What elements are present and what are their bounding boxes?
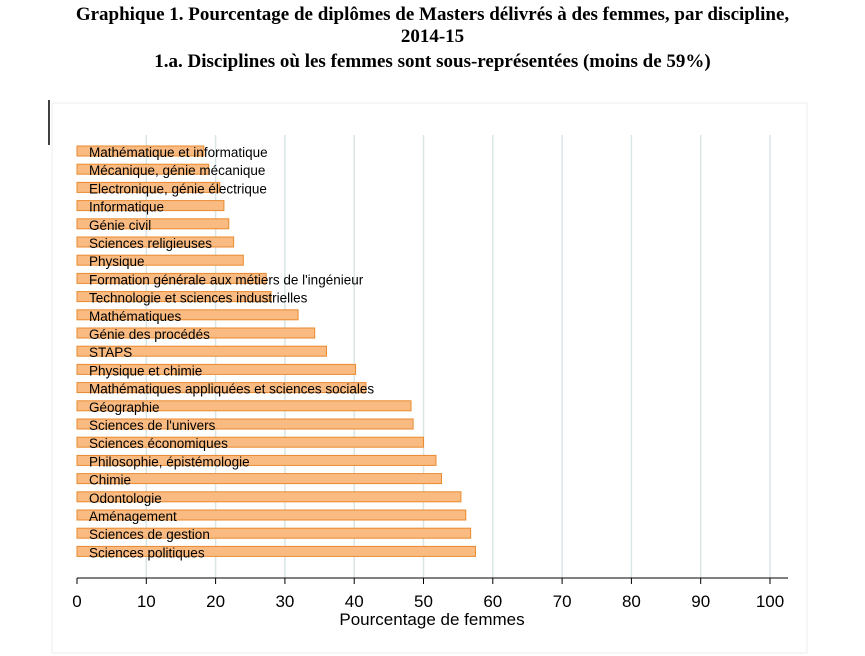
category-label: Informatique bbox=[89, 200, 164, 215]
category-label: STAPS bbox=[89, 345, 132, 360]
x-tick-label: 100 bbox=[756, 592, 784, 611]
bar bbox=[76, 145, 205, 157]
bar bbox=[76, 382, 367, 394]
x-axis-label: Pourcentage de femmes bbox=[339, 610, 524, 629]
category-label: Odontologie bbox=[89, 491, 162, 506]
x-tick-label: 30 bbox=[275, 592, 294, 611]
x-tick-label: 80 bbox=[622, 592, 641, 611]
category-label: Philosophie, épistémologie bbox=[89, 454, 250, 469]
category-label: Formation générale aux métiers de l'ingé… bbox=[89, 272, 364, 287]
category-label: Sciences de gestion bbox=[89, 527, 210, 542]
bar bbox=[76, 218, 230, 230]
x-tick-label: 10 bbox=[137, 592, 156, 611]
bar bbox=[76, 272, 267, 284]
x-tick-label: 40 bbox=[345, 592, 364, 611]
bar bbox=[76, 363, 357, 375]
category-label: Mathématique et informatique bbox=[89, 145, 268, 160]
plot-background bbox=[51, 102, 808, 654]
category-label: Sciences religieuses bbox=[89, 236, 212, 251]
bar bbox=[76, 509, 467, 521]
x-tick-label: 20 bbox=[206, 592, 225, 611]
x-tick-label: 90 bbox=[691, 592, 710, 611]
category-label: Chimie bbox=[89, 473, 131, 488]
bar bbox=[76, 254, 244, 266]
bar bbox=[76, 181, 221, 193]
bar bbox=[76, 309, 299, 321]
bar bbox=[76, 327, 316, 339]
category-label: Génie civil bbox=[89, 218, 151, 233]
category-label: Sciences économiques bbox=[89, 436, 228, 451]
bar bbox=[76, 345, 327, 357]
bar bbox=[76, 400, 412, 412]
category-labels: Mathématique et informatique Mécanique, g… bbox=[89, 145, 374, 560]
bar bbox=[76, 163, 210, 175]
chart-subtitle: 1.a. Disciplines où les femmes sont sous… bbox=[154, 51, 711, 72]
category-label: Electronique, génie électrique bbox=[89, 181, 267, 196]
bar bbox=[76, 418, 414, 430]
x-tick-label: 60 bbox=[483, 592, 502, 611]
bars bbox=[76, 145, 476, 557]
x-tick-label: 50 bbox=[414, 592, 433, 611]
x-tick-label: 70 bbox=[553, 592, 572, 611]
bar bbox=[76, 491, 462, 503]
category-label: Mathématiques bbox=[89, 309, 182, 324]
chart-title-year: 2014-15 bbox=[400, 26, 465, 47]
category-label: Physique et chimie bbox=[89, 363, 202, 378]
category-label: Sciences de l'univers bbox=[89, 418, 216, 433]
category-label: Technologie et sciences industrielles bbox=[89, 291, 308, 306]
category-label: Sciences politiques bbox=[89, 545, 205, 560]
x-axis: 0 10 20 30 40 50 60 70 80 90 100 bbox=[72, 577, 788, 611]
bar bbox=[76, 454, 437, 466]
bar bbox=[76, 436, 424, 448]
bar bbox=[76, 291, 272, 303]
chart-title: Graphique 1. Pourcentage de diplômes de … bbox=[75, 4, 790, 25]
bar bbox=[76, 473, 443, 485]
category-label: Génie des procédés bbox=[89, 327, 210, 342]
bar bbox=[76, 527, 472, 539]
x-tick-label: 0 bbox=[72, 592, 81, 611]
bar bbox=[76, 545, 476, 557]
bar bbox=[76, 200, 225, 212]
category-label: Aménagement bbox=[89, 509, 177, 524]
category-label: Géographie bbox=[89, 400, 160, 415]
bar bbox=[76, 236, 235, 248]
category-label: Physique bbox=[89, 254, 145, 269]
title-block: Graphique 1. Pourcentage de diplômes de … bbox=[0, 4, 865, 74]
category-label: Mathématiques appliquées et sciences soc… bbox=[89, 382, 374, 397]
category-label: Mécanique, génie mécanique bbox=[89, 163, 265, 178]
